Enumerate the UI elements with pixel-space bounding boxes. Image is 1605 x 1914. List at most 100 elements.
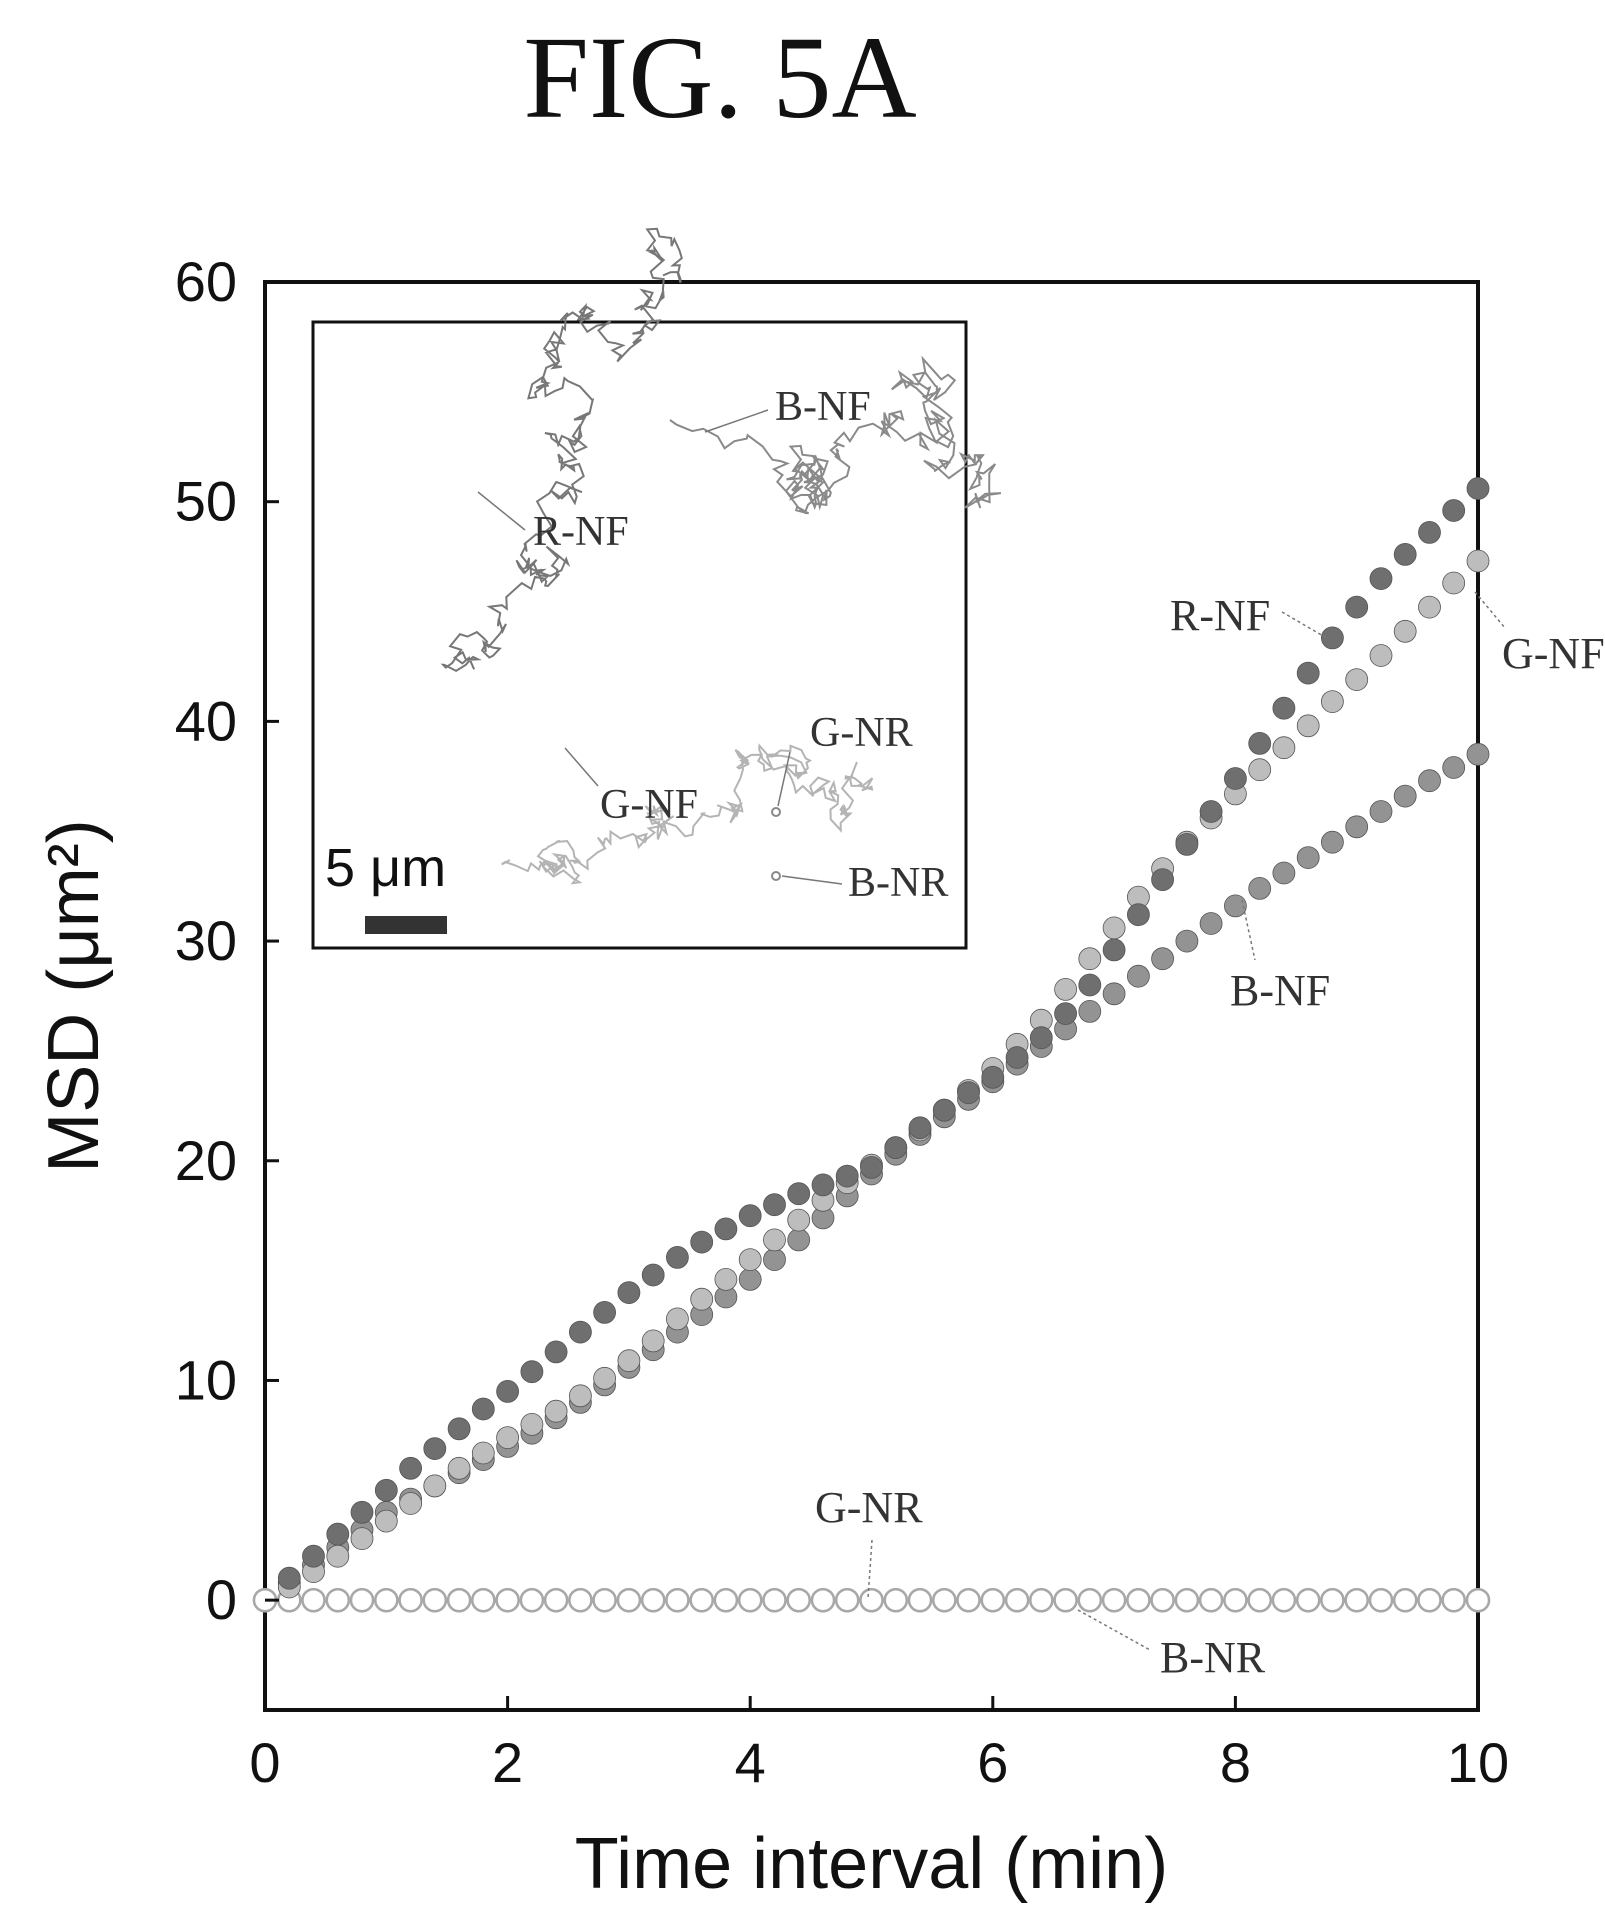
point-g-nf [326,1544,350,1568]
point-r-nf [1272,696,1296,720]
point-g-nf [1369,644,1393,667]
point-r-nf [1418,521,1441,544]
point-r-nf [399,1456,423,1480]
point-b-nr [786,1587,811,1613]
point-g-nf [1321,690,1344,713]
point-b-nr [883,1587,909,1613]
point-b-nf [1127,964,1150,988]
point-b-nr [616,1587,642,1613]
inset-label-b-nr: B-NR [848,860,948,906]
point-r-nf [1175,833,1199,856]
point-g-nf [787,1208,811,1232]
point-b-nr [1004,1587,1030,1613]
inset-leader-line [777,751,791,807]
point-g-nf [593,1366,616,1390]
point-b-nr [932,1587,957,1613]
point-b-nr [1029,1587,1054,1613]
point-r-nf [860,1156,883,1179]
point-b-nr [1053,1587,1078,1613]
point-r-nf [447,1417,471,1441]
y-tick-label: 50 [175,470,237,533]
point-b-nr [1174,1587,1200,1613]
inset-label-g-nr: G-NR [810,710,913,756]
point-b-nf [1248,877,1272,900]
point-b-nr [422,1587,448,1613]
point-r-nf [1345,595,1369,619]
x-tick-label: 4 [735,1731,766,1794]
point-b-nr [592,1587,617,1613]
point-g-nf [423,1474,447,1498]
point-r-nf [932,1098,956,1122]
x-axis-label: Time interval (min) [575,1824,1168,1904]
point-g-nf [447,1456,471,1480]
r-nf-trajectory [440,227,683,673]
point-b-nf [1078,1000,1102,1023]
point-b-nr [737,1587,763,1613]
point-b-nf [1442,756,1466,779]
point-g-nf [1078,947,1102,971]
point-r-nf [1005,1046,1029,1069]
trajectory-inset: R-NF B-NF G-NF G-NR B-NR 5 μm [311,227,1002,950]
b-nr-trajectory [771,871,781,881]
b-nf-trajectory [669,355,1002,515]
x-tick-label: 10 [1447,1731,1509,1794]
point-b-nr [1223,1587,1248,1613]
inset-leader-line [704,409,769,433]
point-r-nf [374,1478,398,1502]
point-g-nf [1466,549,1490,573]
point-b-nr [398,1587,423,1613]
point-b-nr [568,1587,593,1613]
inset-border [311,320,968,950]
point-b-nr [495,1587,520,1613]
point-g-nf [1054,978,1077,1001]
point-b-nr [665,1587,690,1613]
point-r-nf [1078,973,1102,997]
point-g-nf [738,1248,762,1271]
point-r-nf [690,1230,714,1254]
point-g-nf [520,1413,544,1436]
point-b-nr [301,1587,326,1613]
point-r-nf [884,1136,908,1159]
point-r-nf [1466,477,1490,500]
y-tick-label: 20 [175,1129,237,1192]
point-g-nf [569,1384,592,1408]
annotation-leader-line [1241,899,1256,961]
point-r-nf [1442,499,1466,522]
point-r-nf [835,1164,859,1188]
point-r-nf [957,1081,980,1105]
axes: 0 2 4 6 8 10 0 10 20 30 40 50 60 [175,250,1509,1794]
point-b-nf [1272,861,1296,885]
point-g-nf [714,1268,738,1291]
point-r-nf [1102,938,1126,962]
point-b-nf [1418,769,1441,793]
point-r-nf [787,1182,811,1206]
annotation-leader-line [1474,591,1506,629]
point-r-nf [593,1301,616,1324]
series-annotations: R-NF G-NF B-NF G-NR B-NR [815,591,1605,1682]
inset-leader-line [477,491,526,531]
point-b-nr [519,1587,545,1613]
point-b-nr [1150,1587,1175,1613]
inset-leader-line [781,875,843,885]
point-g-nf [399,1492,423,1515]
point-b-nf [1102,982,1126,1006]
point-r-nf [811,1173,835,1197]
point-r-nf [714,1217,738,1241]
annotation-r-nf: R-NF [1170,591,1270,640]
y-tick-label: 40 [175,689,237,752]
point-g-nf [763,1228,786,1252]
x-tick-label: 8 [1220,1731,1251,1794]
plot-frame [263,280,1480,1712]
point-b-nr [1295,1587,1321,1613]
point-b-nr [446,1587,472,1613]
point-r-nf [1296,661,1320,685]
point-r-nf [496,1380,520,1403]
point-b-nr [762,1587,787,1613]
y-tick-label: 10 [175,1348,237,1411]
point-r-nf [981,1065,1005,1089]
point-b-nf [1175,929,1199,953]
point-b-nr [713,1587,739,1613]
y-tick-label: 60 [175,250,237,313]
point-b-nf [1296,846,1320,869]
